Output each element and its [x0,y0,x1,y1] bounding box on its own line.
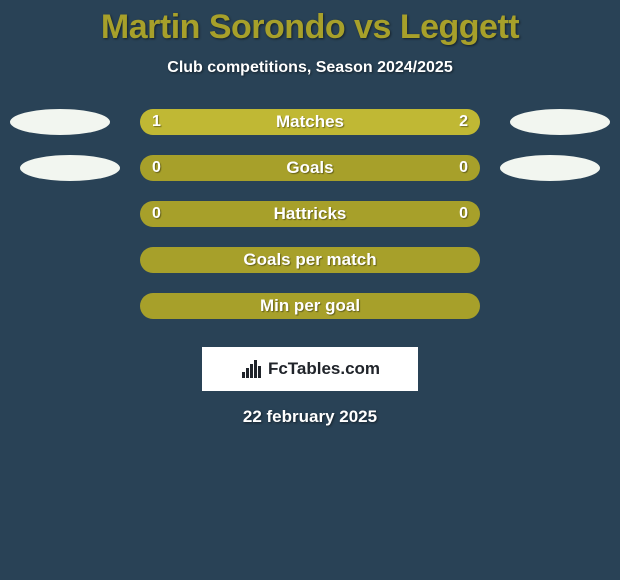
stat-left-value: 1 [152,113,161,131]
stat-bar-values [140,293,480,319]
stat-bar-values: 00 [140,155,480,181]
page-subtitle: Club competitions, Season 2024/2025 [0,59,620,77]
stat-row: Min per goal [0,283,620,329]
stat-left-value: 0 [152,205,161,223]
stat-bar-values: 00 [140,201,480,227]
decor-ellipse-left [10,109,110,135]
stat-bar-track: 00Hattricks [140,201,480,227]
stat-bar-track: 12Matches [140,109,480,135]
decor-ellipse-right [510,109,610,135]
comparison-infographic: Martin Sorondo vs Leggett Club competitio… [0,0,620,427]
stat-bar-values [140,247,480,273]
stat-bar-values: 12 [140,109,480,135]
stat-row: 12Matches [0,99,620,145]
stats-chart: 12Matches00Goals00HattricksGoals per mat… [0,77,620,329]
stat-left-value: 0 [152,159,161,177]
decor-ellipse-left [20,155,120,181]
page-title: Martin Sorondo vs Leggett [0,0,620,47]
stat-bar-track: 00Goals [140,155,480,181]
footer-date: 22 february 2025 [0,407,620,427]
stat-row: 00Hattricks [0,191,620,237]
logo-text: FcTables.com [268,359,380,379]
fctables-logo: FcTables.com [202,347,418,391]
stat-right-value: 2 [459,113,468,131]
stat-row: 00Goals [0,145,620,191]
stat-bar-track: Min per goal [140,293,480,319]
bar-chart-icon [240,358,262,380]
decor-ellipse-right [500,155,600,181]
stat-right-value: 0 [459,159,468,177]
stat-row: Goals per match [0,237,620,283]
stat-bar-track: Goals per match [140,247,480,273]
stat-right-value: 0 [459,205,468,223]
